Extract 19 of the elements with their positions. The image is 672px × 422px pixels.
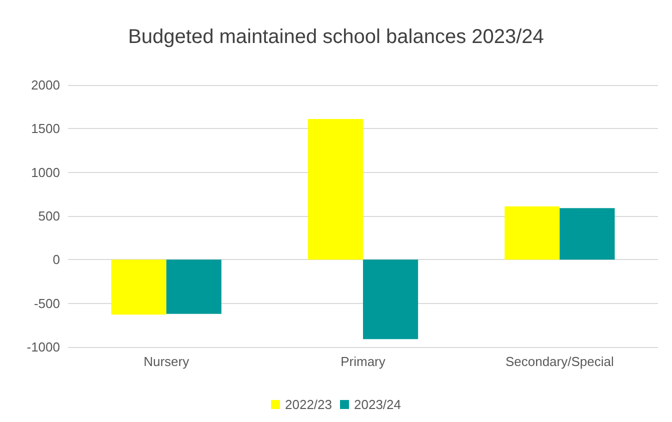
y-tick-label: 2000 [31, 78, 60, 92]
bar [504, 206, 560, 260]
bar [363, 260, 418, 340]
bar [111, 260, 166, 315]
legend-label: 2023/24 [354, 397, 401, 412]
y-tick-label: 1500 [31, 121, 60, 136]
bar [308, 119, 363, 260]
bar [166, 260, 222, 314]
y-tick-label: -500 [34, 296, 60, 311]
bar [560, 208, 615, 260]
x-tick-label: Nursery [144, 354, 190, 369]
x-tick-label: Primary [340, 354, 386, 369]
y-tick-label: -1000 [26, 340, 60, 354]
legend-label: 2022/23 [285, 397, 332, 412]
chart-title: Budgeted maintained school balances 2023/24 [128, 26, 544, 48]
y-tick-label: 0 [52, 252, 60, 268]
y-tick-label: 1000 [31, 164, 60, 180]
x-tick-label: Secondary/Special [505, 354, 614, 369]
y-tick-label: 500 [38, 208, 60, 224]
